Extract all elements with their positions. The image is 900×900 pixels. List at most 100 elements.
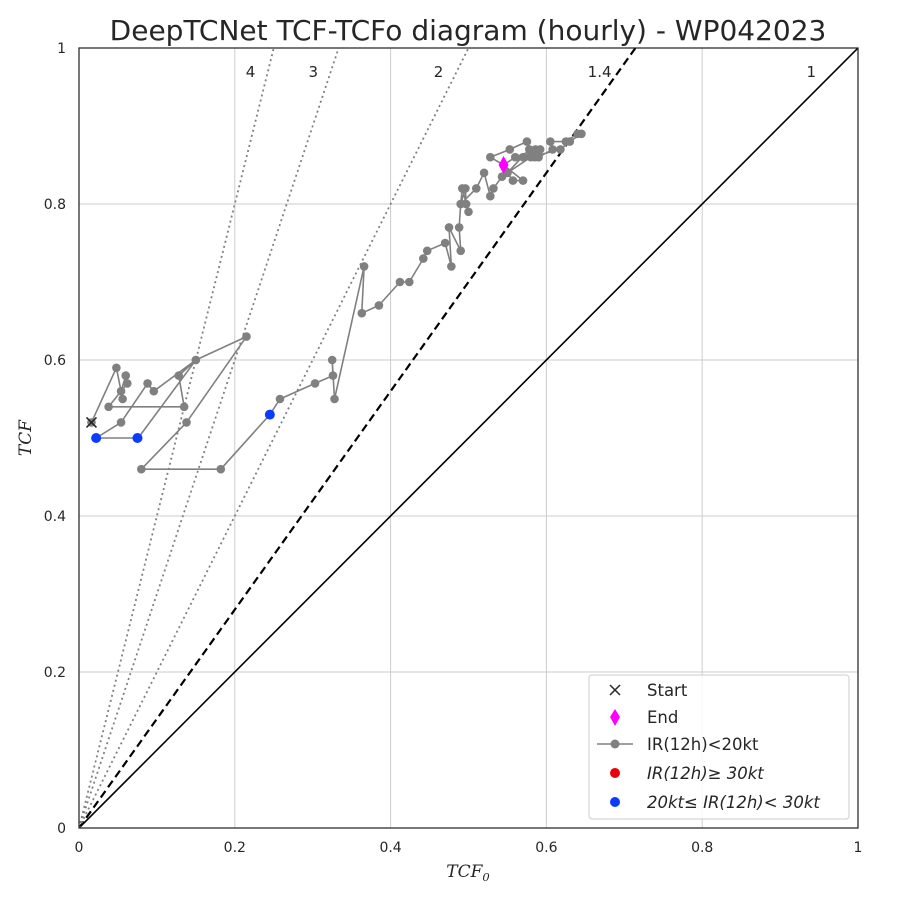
ratio-label: 2	[434, 63, 444, 81]
y-axis-label: TCF	[16, 419, 36, 456]
legend-label-start: Start	[647, 681, 688, 700]
track-point	[518, 152, 528, 162]
y-tick-label: 0.4	[44, 509, 66, 525]
ratio-line-1	[79, 48, 858, 828]
x-tick-label: 0.8	[691, 840, 713, 856]
legend-track-dot	[610, 739, 620, 749]
track-point	[149, 386, 159, 396]
track-point	[328, 371, 338, 380]
track-point	[456, 246, 466, 256]
track-point	[116, 418, 126, 427]
track-point	[479, 168, 489, 178]
track-point	[489, 184, 498, 193]
y-tick-label: 0	[57, 821, 66, 837]
grid-lines	[79, 48, 858, 828]
track-point	[216, 464, 226, 474]
track-point	[522, 137, 532, 146]
x-tick-label: 0.4	[379, 840, 401, 856]
track-point	[486, 152, 495, 162]
legend-label-ir-lt-20: IR(12h)<20kt	[647, 735, 759, 754]
track-point	[534, 152, 543, 162]
legend-item-start: Start	[609, 681, 688, 700]
x-tick-label: 1	[854, 840, 863, 856]
track-point	[327, 355, 337, 365]
legend-label-ir-20-30: 20kt≤ IR(12h)< 30kt	[647, 793, 820, 812]
x-tick-labels: 0 0.2 0.4 0.6 0.8 1	[75, 840, 863, 856]
x-tick-label: 0	[75, 840, 84, 856]
y-tick-label: 0.8	[44, 197, 66, 213]
track-point	[330, 394, 339, 404]
blue-point	[132, 433, 143, 443]
legend-item-red: IR(12h)≥ 30kt	[610, 764, 764, 783]
track-point	[510, 152, 520, 162]
track-point	[508, 176, 518, 185]
track-point	[565, 137, 575, 146]
track-point	[374, 301, 384, 310]
y-tick-label: 0.6	[44, 353, 66, 369]
track-point	[440, 238, 450, 248]
x-tick-label: 0.6	[535, 840, 557, 856]
legend-label-end: End	[647, 708, 678, 727]
track-point	[505, 145, 515, 154]
y-tick-label: 1	[57, 41, 66, 57]
legend-label-ir-ge-30: IR(12h)≥ 30kt	[647, 764, 764, 783]
track-point	[577, 129, 586, 139]
ratio-label: 4	[246, 63, 256, 81]
track-point	[454, 223, 464, 232]
track-point	[404, 277, 414, 287]
start-marker-stroke	[85, 416, 98, 428]
track-point	[242, 332, 251, 341]
ratio-reference-lines	[79, 48, 858, 828]
start-marker	[85, 416, 98, 428]
blue-point	[91, 433, 102, 443]
track-point	[419, 254, 428, 263]
track-point	[122, 379, 132, 388]
legend-blue-dot	[610, 797, 620, 807]
x-axis-label: TCF0	[446, 862, 489, 884]
ratio-labels: 1 1.4 2 3 4	[246, 63, 816, 81]
track-point	[143, 379, 152, 388]
legend-end-marker	[610, 709, 620, 726]
y-tick-labels: 0 0.2 0.4 0.6 0.8 1	[44, 41, 66, 837]
track-point	[461, 184, 470, 193]
track-point	[275, 394, 285, 404]
track-point	[179, 402, 189, 412]
track-point	[545, 137, 555, 146]
legend-item-end: End	[610, 708, 678, 727]
track-point	[456, 199, 466, 209]
legend-item-blue: 20kt≤ IR(12h)< 30kt	[610, 793, 820, 812]
track-point	[118, 394, 127, 404]
legend-start-marker	[609, 684, 621, 696]
y-tick-label: 0.2	[44, 665, 66, 681]
legend-red-dot	[610, 768, 620, 778]
track-point	[556, 145, 565, 154]
ratio-line-4	[79, 48, 275, 828]
track-point	[447, 262, 456, 271]
track-point	[524, 145, 534, 154]
x-tick-label: 0.2	[224, 840, 246, 856]
track-point	[422, 246, 432, 256]
track-point	[112, 363, 121, 373]
track-point	[121, 371, 131, 380]
track-point	[182, 418, 191, 427]
track-point	[518, 176, 528, 185]
track-point	[526, 152, 536, 162]
track-point	[357, 308, 367, 318]
track-point	[191, 355, 201, 365]
track-point	[531, 145, 540, 154]
track-point	[471, 184, 481, 193]
track-point	[486, 191, 495, 201]
track-point	[116, 386, 126, 396]
track-point	[444, 223, 454, 232]
track-point	[395, 277, 405, 287]
chart-title: DeepTCNet TCF-TCFo diagram (hourly) - WP…	[110, 14, 827, 47]
end-marker	[498, 156, 509, 174]
special-markers	[85, 156, 509, 443]
track-point	[310, 379, 320, 388]
track-point	[174, 371, 184, 380]
ratio-line-3	[79, 48, 340, 828]
ratio-label: 1	[806, 63, 816, 81]
track-point	[137, 464, 146, 474]
